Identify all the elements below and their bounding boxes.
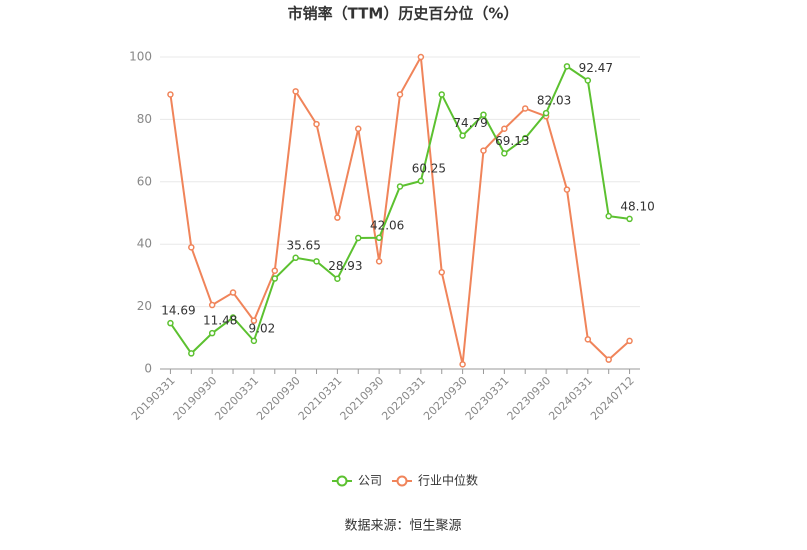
point bbox=[313, 120, 320, 128]
point bbox=[167, 91, 174, 98]
point bbox=[355, 234, 362, 242]
point bbox=[229, 314, 237, 321]
data-label: 60.25 bbox=[412, 162, 446, 176]
chart-title: 市销率（TTM）历史百分位（%） bbox=[288, 5, 519, 23]
point bbox=[417, 177, 425, 185]
point bbox=[188, 244, 195, 251]
x-tick-label: 20210331 bbox=[296, 374, 345, 423]
data-label: 42.06 bbox=[370, 218, 404, 232]
point bbox=[459, 132, 466, 139]
point bbox=[208, 329, 216, 337]
point bbox=[271, 267, 279, 274]
data-label: 28.93 bbox=[328, 259, 362, 273]
point bbox=[501, 125, 508, 133]
point bbox=[563, 63, 571, 70]
point bbox=[542, 109, 550, 117]
point bbox=[334, 275, 341, 282]
point bbox=[626, 337, 633, 345]
point bbox=[188, 350, 195, 357]
point bbox=[501, 150, 508, 157]
point bbox=[584, 336, 592, 343]
point bbox=[584, 77, 592, 84]
point bbox=[626, 215, 633, 223]
y-tick-label: 100 bbox=[129, 50, 152, 64]
point bbox=[229, 289, 237, 296]
x-tick-label: 20230331 bbox=[463, 374, 512, 423]
point bbox=[334, 214, 341, 221]
x-tick-label: 20200930 bbox=[254, 374, 303, 423]
point bbox=[292, 254, 299, 262]
legend-marker bbox=[396, 475, 408, 487]
x-tick-label: 20240331 bbox=[546, 374, 595, 423]
x-tick-label: 20200331 bbox=[212, 374, 261, 423]
point bbox=[605, 212, 612, 220]
legend-label: 行业中位数 bbox=[418, 473, 478, 488]
data-label: 11.48 bbox=[203, 314, 237, 328]
point bbox=[313, 258, 320, 265]
y-tick-label: 60 bbox=[137, 174, 152, 188]
data-label: 9.02 bbox=[249, 321, 276, 335]
legend-label: 公司 bbox=[358, 474, 382, 488]
point bbox=[459, 361, 466, 368]
point bbox=[208, 301, 216, 309]
point bbox=[250, 337, 258, 345]
data-label: 69.13 bbox=[495, 134, 529, 148]
data-label: 82.03 bbox=[537, 94, 571, 108]
point bbox=[250, 317, 258, 324]
point bbox=[480, 111, 487, 118]
point bbox=[605, 356, 612, 363]
point bbox=[438, 269, 445, 276]
data-label: 92.47 bbox=[579, 61, 613, 75]
y-tick-label: 0 bbox=[144, 362, 152, 376]
point bbox=[521, 134, 529, 142]
y-tick-label: 20 bbox=[137, 299, 152, 313]
point bbox=[271, 275, 279, 282]
y-tick-label: 40 bbox=[137, 237, 152, 251]
point bbox=[396, 183, 404, 190]
data-label: 35.65 bbox=[286, 238, 320, 252]
point bbox=[292, 88, 299, 95]
point bbox=[521, 105, 529, 112]
point bbox=[563, 186, 571, 193]
point bbox=[417, 53, 425, 61]
point bbox=[167, 319, 174, 327]
data-label: 74.79 bbox=[453, 116, 487, 130]
x-tick-label: 20190331 bbox=[129, 374, 178, 423]
series-line bbox=[169, 64, 630, 355]
x-tick-label: 20230930 bbox=[505, 374, 554, 423]
y-tick-label: 80 bbox=[137, 112, 152, 126]
source: 数据来源：恒生聚源 bbox=[344, 519, 461, 534]
x-tick-label: 20210930 bbox=[338, 374, 387, 423]
point bbox=[396, 91, 404, 98]
point bbox=[375, 258, 383, 265]
point bbox=[438, 91, 445, 98]
x-tick-label: 20240712 bbox=[588, 374, 637, 423]
point bbox=[375, 234, 383, 242]
x-tick-label: 20220331 bbox=[379, 374, 428, 423]
data-label: 14.69 bbox=[161, 304, 195, 318]
x-tick-label: 20220930 bbox=[421, 374, 470, 423]
data-label: 48.10 bbox=[620, 199, 654, 213]
x-tick-label: 20190930 bbox=[171, 374, 220, 423]
legend-marker bbox=[336, 475, 348, 487]
point bbox=[480, 147, 487, 154]
point bbox=[355, 125, 362, 133]
